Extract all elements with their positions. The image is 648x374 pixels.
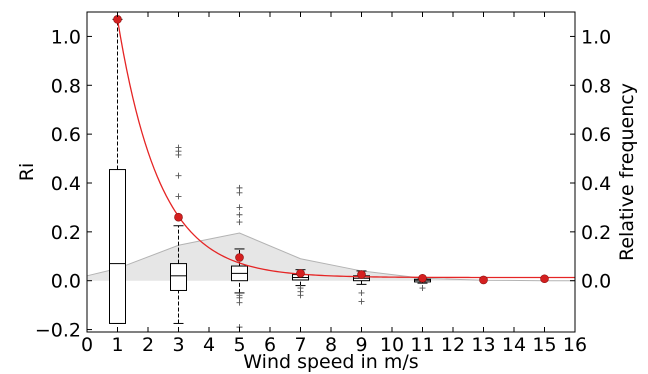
y-tick-label: −0.2 bbox=[35, 320, 81, 342]
x-tick-label: 2 bbox=[142, 334, 154, 356]
red-point-layer bbox=[113, 15, 549, 285]
flier-point bbox=[236, 184, 243, 191]
flier-point bbox=[236, 211, 243, 218]
x-tick-label: 4 bbox=[203, 334, 215, 356]
x-tick-label: 12 bbox=[441, 334, 465, 356]
x-tick-label: 13 bbox=[471, 334, 495, 356]
y-tick-label: 1.0 bbox=[51, 26, 81, 48]
x-tick-label: 11 bbox=[410, 334, 434, 356]
fit-curve-layer bbox=[116, 19, 575, 279]
y-tick-label: 0.4 bbox=[51, 173, 81, 195]
flier-point bbox=[358, 289, 365, 296]
flier-point bbox=[175, 144, 182, 151]
red-point bbox=[479, 275, 488, 285]
x-tick-label: 3 bbox=[172, 334, 184, 356]
red-point bbox=[174, 212, 183, 222]
flier-point bbox=[236, 299, 243, 306]
plot-frame bbox=[86, 11, 576, 333]
x-tick-label: 10 bbox=[380, 334, 404, 356]
y2-tick-label: 1.0 bbox=[581, 26, 611, 48]
flier-point bbox=[236, 219, 243, 226]
frequency-area-edge bbox=[86, 232, 575, 282]
red-point bbox=[540, 274, 549, 284]
y-tick-label: 0.2 bbox=[51, 222, 81, 244]
y-tick-label: 0.6 bbox=[51, 124, 81, 146]
y2-axis-label: Relative frequency bbox=[616, 83, 638, 261]
y2-tick-label: 0.4 bbox=[581, 173, 611, 195]
y2-tick-label: 0.2 bbox=[581, 222, 611, 244]
x-tick-label: 6 bbox=[264, 334, 276, 356]
y2-tick-label: 0.6 bbox=[581, 124, 611, 146]
red-point bbox=[296, 269, 305, 278]
x-tick-label: 9 bbox=[355, 334, 367, 356]
flier-point bbox=[236, 204, 243, 211]
x-tick-label: 1 bbox=[111, 334, 123, 356]
y2-tick-label: 0.8 bbox=[581, 75, 611, 97]
y-tick-label: 0.8 bbox=[51, 75, 81, 97]
box bbox=[170, 263, 187, 291]
flier-point bbox=[419, 285, 426, 292]
x-axis-label: Wind speed in m/s bbox=[243, 351, 418, 373]
x-tick-label: 5 bbox=[233, 334, 245, 356]
x-tick-label: 8 bbox=[325, 334, 337, 356]
flier-point bbox=[175, 193, 182, 200]
frequency-area bbox=[87, 233, 575, 281]
fit-curve bbox=[116, 19, 575, 279]
frequency-area-layer bbox=[86, 232, 575, 282]
x-tick-label: 16 bbox=[563, 334, 587, 356]
flier-point bbox=[358, 298, 365, 305]
red-point bbox=[357, 270, 366, 279]
boxplot-x1 bbox=[109, 18, 126, 324]
flier-point bbox=[175, 172, 182, 179]
y-axis-label: Ri bbox=[16, 163, 38, 181]
tick-layer: 0 1 2 3 4 5 6 7 8 9 10 11 12 13 14 15 16−0.20.00.20.40.6… bbox=[35, 12, 611, 356]
red-point bbox=[235, 253, 244, 262]
y2-tick-label: 0.0 bbox=[581, 271, 611, 293]
flier-point bbox=[297, 292, 304, 299]
x-tick-label: 14 bbox=[502, 334, 526, 356]
y-tick-label: 0.0 bbox=[51, 271, 81, 293]
box bbox=[109, 169, 126, 324]
x-tick-label: 0 bbox=[81, 334, 93, 356]
red-point bbox=[418, 273, 427, 283]
boxplot-x3 bbox=[170, 144, 187, 324]
x-tick-label: 7 bbox=[294, 334, 306, 356]
x-tick-label: 15 bbox=[532, 334, 556, 356]
boxplot-layer bbox=[109, 18, 431, 331]
